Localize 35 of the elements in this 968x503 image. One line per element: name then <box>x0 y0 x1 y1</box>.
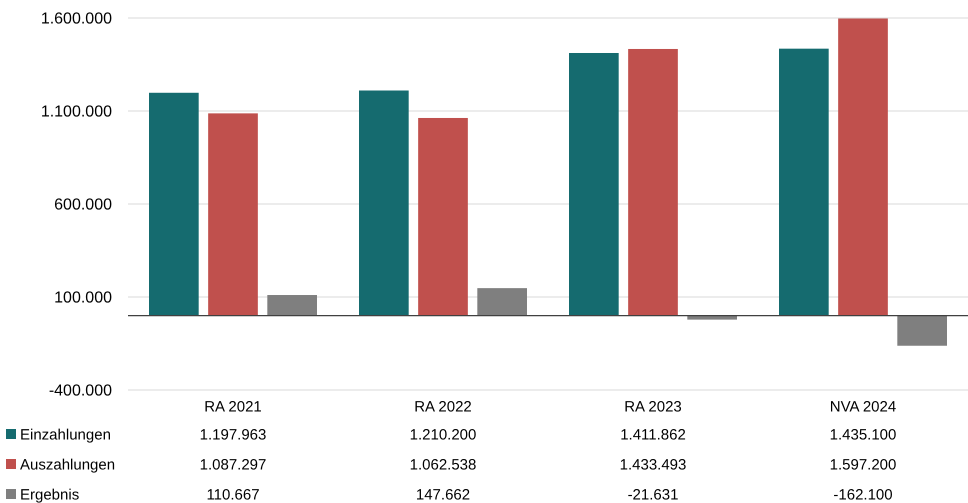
bar <box>477 288 527 316</box>
x-tick-label: RA 2023 <box>624 398 682 416</box>
bar <box>897 316 947 346</box>
data-label: -21.631 <box>628 486 678 503</box>
y-tick-label: 1.100.000 <box>40 104 112 121</box>
y-tick-label: 100.000 <box>54 290 112 307</box>
data-label: 1.210.200 <box>410 426 476 444</box>
legend-label: Auszahlungen <box>20 456 116 474</box>
legend-label: Einzahlungen <box>20 426 111 444</box>
data-label: -162.100 <box>833 486 893 503</box>
bar <box>208 113 258 316</box>
y-tick-label: 1.600.000 <box>40 10 112 28</box>
bar <box>267 295 317 316</box>
y-tick-label: -400.000 <box>48 382 112 400</box>
bar <box>359 90 409 316</box>
data-label: 1.062.538 <box>410 456 476 474</box>
bar <box>628 48 678 316</box>
bar <box>569 52 619 316</box>
bar <box>838 18 888 316</box>
data-label: 110.667 <box>206 486 260 503</box>
data-label: 1.087.297 <box>200 456 266 474</box>
bar <box>779 48 829 316</box>
data-label: 1.435.100 <box>830 426 896 444</box>
y-tick-label: 600.000 <box>54 196 112 214</box>
data-label: 1.433.493 <box>620 456 686 474</box>
data-label: 1.597.200 <box>830 456 896 474</box>
bar <box>418 118 468 316</box>
data-label: 1.197.963 <box>200 426 266 444</box>
bar <box>149 92 199 316</box>
x-tick-label: NVA 2024 <box>830 398 896 416</box>
data-label: 147.662 <box>416 486 470 503</box>
x-tick-label: RA 2022 <box>414 398 472 416</box>
legend-label: Ergebnis <box>20 486 80 503</box>
x-tick-label: RA 2021 <box>204 398 262 416</box>
data-label: 1.411.862 <box>620 426 686 444</box>
